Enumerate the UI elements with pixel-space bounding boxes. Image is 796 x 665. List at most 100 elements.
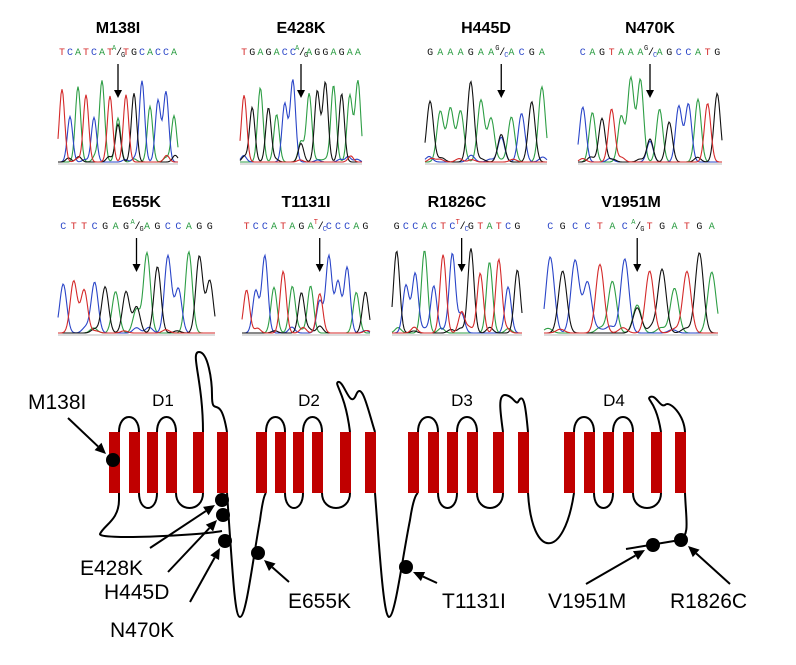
backbone-segment <box>593 492 614 509</box>
transmembrane-segment-2-s4 <box>312 432 323 493</box>
arrowhead-icon <box>203 505 215 516</box>
arrowhead-icon <box>94 442 106 454</box>
chromatogram-e428k: E428K T G A G A C CA/GA G G A G A A <box>239 20 363 165</box>
chromatogram-title: H445D <box>461 20 511 37</box>
mutation-e428k: E428K <box>80 493 229 580</box>
mutation-label: M138I <box>28 391 86 414</box>
chromatogram-t1131i: T1131I T C C A T A G AT/CC C C A G <box>241 194 371 336</box>
mutation-label: H445D <box>104 581 169 604</box>
trace-g <box>239 80 362 163</box>
chromatogram-e655k: E655K C T T C G A GA/GA G C C A G G <box>57 194 216 336</box>
backbone-segment <box>156 416 177 433</box>
pointer-arrow <box>67 417 99 448</box>
trace-c <box>242 253 371 334</box>
mutation-label: R1826C <box>670 590 747 613</box>
transmembrane-segment-3-s1 <box>408 432 419 493</box>
arrowhead-icon <box>205 520 217 532</box>
transmembrane-segment-1-s5 <box>193 432 204 493</box>
transmembrane-segment-4-s4 <box>623 432 634 493</box>
trace-c <box>58 80 178 163</box>
trace-t <box>58 279 215 334</box>
transmembrane-segment-2-s3 <box>293 432 304 493</box>
chromatogram-r1826c: R1826C G C C A C T CT/CG T A T C G <box>391 194 523 336</box>
mutation-dot <box>215 493 229 507</box>
arrowhead-icon <box>114 90 122 98</box>
pointer-arrow <box>271 566 290 583</box>
sequence-text: C A G T A A AG/CA G C C A T G <box>580 45 720 60</box>
sequence-text: C G C C T A C A/G T G A T G A <box>547 219 715 234</box>
trace-a <box>240 80 363 163</box>
pointer-arrow <box>422 575 438 584</box>
domain-label-d4: D4 <box>603 391 625 410</box>
arrowhead-icon <box>210 548 220 561</box>
mutation-t1131i: T1131I <box>399 560 506 613</box>
transmembrane-segment-2-s5 <box>340 432 351 493</box>
chromatogram-title: R1826C <box>428 194 487 211</box>
trace-a <box>242 285 370 334</box>
domain-label-d1: D1 <box>152 391 174 410</box>
backbone-segment <box>573 416 595 433</box>
arrowhead-icon <box>297 90 305 98</box>
pointer-arrow <box>695 552 731 585</box>
arrowhead-icon <box>315 264 324 272</box>
trace-g <box>424 80 547 163</box>
trace-g <box>58 254 216 334</box>
transmembrane-segment-3-s5 <box>493 432 504 493</box>
transmembrane-segment-4-s1 <box>564 432 575 493</box>
backbone-segment <box>437 492 458 509</box>
backbone-segment <box>321 492 351 509</box>
mutation-e655k: E655K <box>251 546 351 613</box>
trace-a <box>58 80 179 163</box>
transmembrane-segment-1-s3 <box>147 432 158 493</box>
transmembrane-segment-2-s2 <box>275 432 286 493</box>
transmembrane-segment-3-s2 <box>428 432 439 493</box>
backbone-segment <box>612 416 634 433</box>
mutation-h445d: H445D <box>104 508 230 604</box>
transmembrane-segment-3-s6 <box>518 432 529 493</box>
mutation-v1951m: V1951M <box>548 538 660 613</box>
transmembrane-segment-4-s6 <box>675 432 686 493</box>
arrowhead-icon <box>632 550 645 560</box>
backbone-segment <box>302 416 323 433</box>
chromatogram-n470k: N470K C A G T A A AG/CA G C C A T G <box>577 20 723 165</box>
chromatogram-title: E655K <box>112 194 161 211</box>
transmembrane-segment-4-s2 <box>584 432 595 493</box>
transmembrane-segment-1-s6 <box>217 432 228 493</box>
sequence-text: T C A T C A TA/GT G C A C C A <box>59 45 177 60</box>
chromatogram-title: T1131I <box>282 194 331 211</box>
chromatogram-m138i: M138I T C A T C A TA/GT G C A C C A <box>57 20 179 165</box>
backbone-segment <box>632 492 662 509</box>
arrowhead-icon <box>646 90 654 98</box>
trace-g <box>391 248 523 334</box>
mutation-dot <box>106 453 120 467</box>
arrowhead-icon <box>688 546 700 558</box>
arrowhead-icon <box>633 264 642 272</box>
mutation-dot <box>216 508 230 522</box>
sequence-text: T C C A T A G AT/CC C C A G <box>244 219 369 234</box>
mutation-m138i: M138I <box>28 391 120 467</box>
transmembrane-segment-4-s3 <box>603 432 614 493</box>
trace-t <box>577 103 722 163</box>
transmembrane-segment-4-s5 <box>651 432 662 493</box>
chromatogram-title: E428K <box>277 20 326 37</box>
mutation-dot <box>674 533 688 547</box>
arrowhead-icon <box>457 264 466 272</box>
arrowhead-icon <box>497 90 506 98</box>
mutation-r1826c: R1826C <box>670 533 747 613</box>
trace-c <box>543 255 718 334</box>
domain-label-d2: D2 <box>298 391 320 410</box>
backbone-segment <box>527 492 575 544</box>
transmembrane-segment-2-s6 <box>365 432 376 493</box>
sequence-text: C T T C G A GA/GA G C C A G G <box>60 219 213 234</box>
transmembrane-segment-2-s1 <box>256 432 267 493</box>
mutation-dot <box>251 546 265 560</box>
backbone-segment <box>336 381 376 433</box>
chromatogram-title: N470K <box>625 20 675 37</box>
trace-c <box>392 252 522 334</box>
mutation-label: E655K <box>288 590 351 613</box>
trace-t <box>57 89 178 163</box>
trace-t <box>544 263 718 334</box>
sequence-text: T G A G A C CA/GA G G A G A A <box>241 45 361 60</box>
pointer-arrow <box>189 557 216 603</box>
